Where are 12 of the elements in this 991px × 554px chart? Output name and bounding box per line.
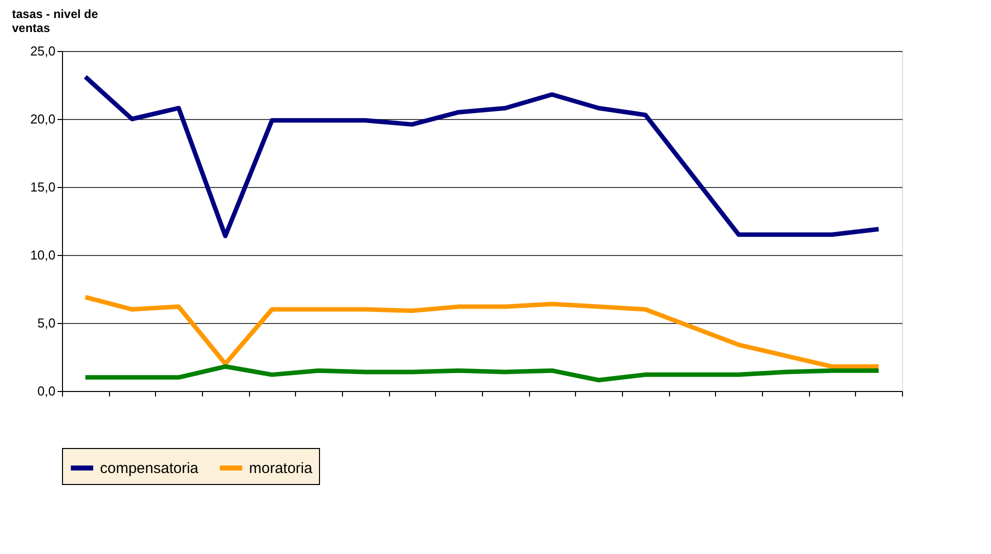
y-tick-label: 25,0 (30, 44, 56, 58)
y-tick-label: 10,0 (30, 248, 56, 262)
legend-label: moratoria (249, 460, 314, 477)
legend-label: compensatoria (100, 460, 200, 477)
line-series (83, 364, 881, 382)
chart-title: tasas - nivel de ventas (12, 7, 98, 35)
y-tick-label: 15,0 (30, 180, 56, 194)
line-series (83, 74, 881, 238)
y-tick-label: 0,0 (37, 384, 56, 398)
y-tick-label: 20,0 (30, 112, 56, 126)
y-tick-label: 5,0 (37, 316, 56, 330)
line-series (83, 294, 881, 369)
